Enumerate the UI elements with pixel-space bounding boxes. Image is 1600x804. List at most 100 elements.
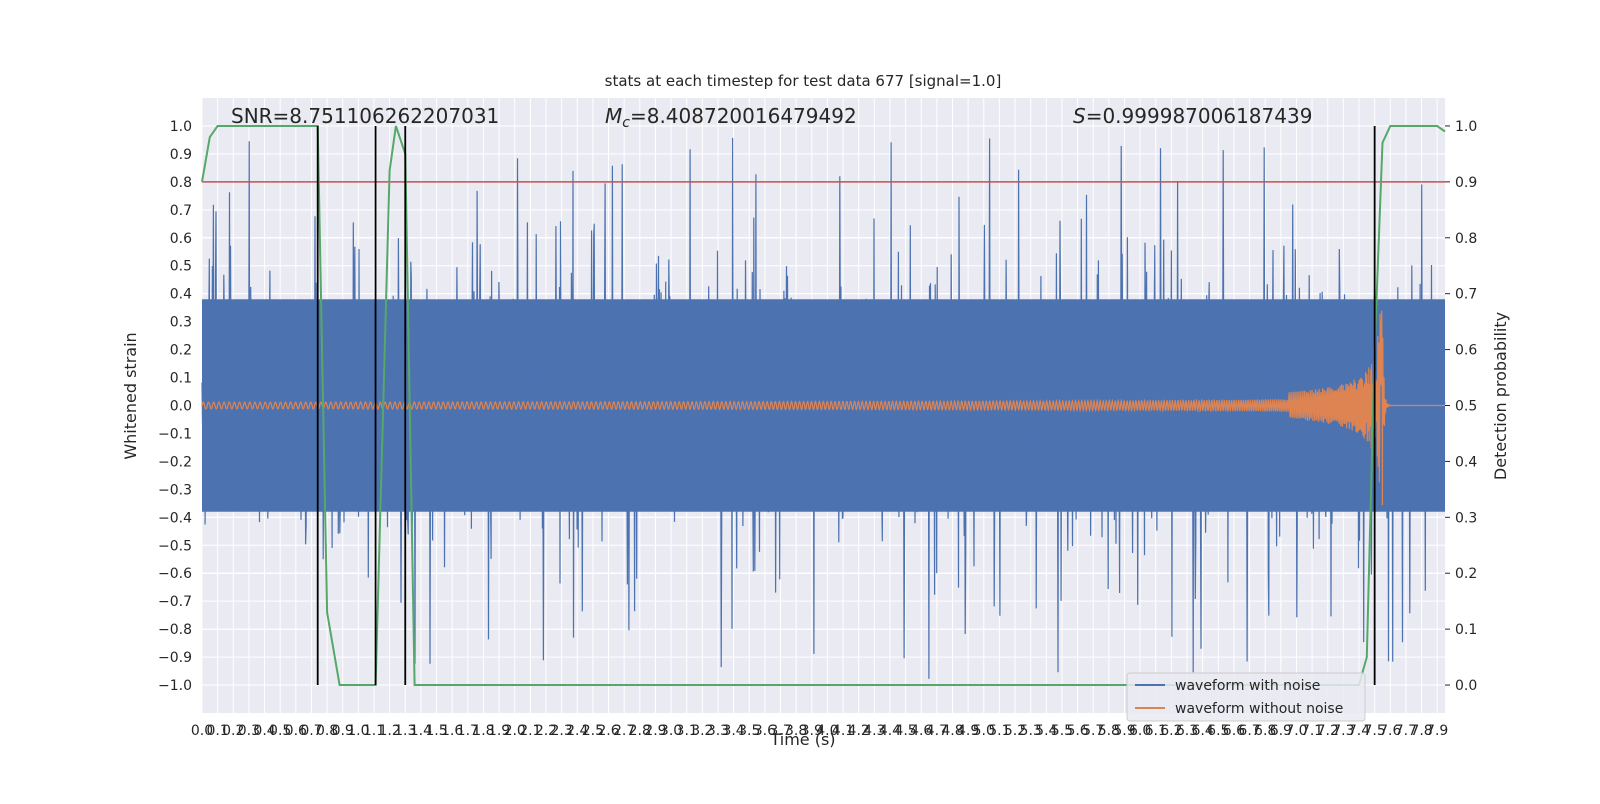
x-tick-label: 2.7 — [613, 723, 635, 739]
x-tick-label: 4.9 — [957, 723, 979, 739]
y2-tick-label: 0.4 — [1455, 454, 1477, 470]
y-tick-label: 0.8 — [170, 175, 192, 191]
x-tick-label: 5.8 — [1098, 723, 1120, 739]
y-axis-left-ticks: −1.0 −0.9 −0.8 −0.7 −0.6 −0.5 −0.4 −0.3 −0.2 −0.1… — [158, 119, 192, 694]
probability-line — [201, 125, 1446, 686]
y-tick-label: 0.5 — [170, 259, 192, 275]
y-tick-label: −0.9 — [158, 650, 192, 666]
noise-trace — [201, 137, 1446, 679]
x-tick-label: 7.4 — [1348, 723, 1370, 739]
x-tick-label: 3.5 — [738, 723, 760, 739]
annotation-chirp-mass: Mc=8.408720016479492 — [605, 104, 857, 131]
x-tick-label: 3.7 — [769, 723, 791, 739]
x-tick-label: 0.2 — [222, 723, 244, 739]
x-tick-label: 7.7 — [1395, 723, 1417, 739]
x-tick-label: 0.9 — [332, 723, 354, 739]
x-axis-label: Time (s) — [769, 730, 835, 749]
x-tick-label: 4.8 — [941, 723, 963, 739]
y-tick-label: −0.6 — [158, 566, 192, 582]
x-tick-label: 3.1 — [676, 723, 698, 739]
x-tick-label: 5.5 — [1051, 723, 1073, 739]
x-tick-label: 5.4 — [1035, 723, 1057, 739]
vertical-markers — [316, 125, 1376, 686]
x-tick-label: 7.9 — [1426, 723, 1448, 739]
x-tick-label: 4.3 — [863, 723, 885, 739]
x-tick-label: 5.3 — [1020, 723, 1042, 739]
x-tick-label: 6.1 — [1145, 723, 1167, 739]
y-tick-label: 0.9 — [170, 147, 192, 163]
series-detection-probability — [201, 125, 1446, 686]
y-tick-label: −0.7 — [158, 594, 192, 610]
y-tick-label: −0.5 — [158, 538, 192, 554]
y-tick-label: 0.6 — [170, 231, 192, 247]
x-tick-label: 7.6 — [1379, 723, 1401, 739]
x-tick-label: 0.1 — [207, 723, 229, 739]
y-tick-label: 0.2 — [170, 343, 192, 359]
x-tick-label: 7.8 — [1410, 723, 1432, 739]
x-tick-label: 3.4 — [722, 723, 744, 739]
y-tick-label: 0.3 — [170, 315, 192, 331]
y-tick-label: 1.0 — [170, 119, 192, 135]
y-tick-label: −0.4 — [158, 510, 192, 526]
x-tick-label: 1.8 — [472, 723, 494, 739]
x-tick-label: 1.6 — [441, 723, 463, 739]
x-tick-label: 5.7 — [1082, 723, 1104, 739]
chirp-mass-symbol: M — [605, 104, 622, 128]
x-tick-label: 5.0 — [973, 723, 995, 739]
y2-tick-label: 0.9 — [1455, 175, 1477, 191]
x-tick-label: 5.2 — [1004, 723, 1026, 739]
x-tick-label: 4.4 — [879, 723, 901, 739]
y2-tick-label: 0.0 — [1455, 678, 1477, 694]
x-tick-label: 6.9 — [1270, 723, 1292, 739]
y2-tick-label: 0.3 — [1455, 510, 1477, 526]
x-tick-label: 7.1 — [1301, 723, 1323, 739]
y2-tick-label: 0.1 — [1455, 622, 1477, 638]
x-tick-label: 2.9 — [644, 723, 666, 739]
s-value: =0.999987006187439 — [1086, 104, 1313, 128]
x-tick-label: 1.3 — [394, 723, 416, 739]
x-tick-label: 3.0 — [660, 723, 682, 739]
y-tick-label: 0.7 — [170, 203, 192, 219]
x-tick-label: 6.8 — [1254, 723, 1276, 739]
x-tick-label: 3.3 — [707, 723, 729, 739]
x-tick-label: 4.7 — [926, 723, 948, 739]
chart-title: stats at each timestep for test data 677… — [605, 72, 1002, 90]
s-symbol: S — [1073, 104, 1086, 128]
x-tick-label: 5.1 — [988, 723, 1010, 739]
x-tick-label: 2.0 — [504, 723, 526, 739]
x-tick-label: 0.3 — [238, 723, 260, 739]
y-tick-label: 0.1 — [170, 371, 192, 387]
x-tick-label: 7.2 — [1317, 723, 1339, 739]
x-tick-label: 2.1 — [519, 723, 541, 739]
y-tick-label: −0.3 — [158, 482, 192, 498]
x-tick-label: 2.6 — [597, 723, 619, 739]
x-tick-label: 6.2 — [1160, 723, 1182, 739]
x-tick-label: 2.5 — [582, 723, 604, 739]
x-tick-label: 6.7 — [1238, 723, 1260, 739]
x-tick-label: 4.6 — [910, 723, 932, 739]
x-tick-label: 2.8 — [629, 723, 651, 739]
x-tick-label: 6.5 — [1207, 723, 1229, 739]
x-tick-label: 2.3 — [550, 723, 572, 739]
y2-tick-label: 1.0 — [1455, 119, 1477, 135]
x-tick-label: 7.3 — [1332, 723, 1354, 739]
y-tick-label: −0.8 — [158, 622, 192, 638]
x-tick-label: 6.0 — [1129, 723, 1151, 739]
legend-label-noise: waveform with noise — [1175, 678, 1320, 694]
x-tick-label: 3.2 — [691, 723, 713, 739]
x-tick-label: 3.9 — [801, 723, 823, 739]
y2-tick-label: 0.8 — [1455, 231, 1477, 247]
legend: waveform with noise waveform without noi… — [1126, 672, 1366, 722]
x-tick-label: 0.8 — [316, 723, 338, 739]
x-tick-label: 0.5 — [269, 723, 291, 739]
x-tick-label: 5.6 — [1066, 723, 1088, 739]
annotation-s: S=0.999987006187439 — [1073, 104, 1312, 128]
y-tick-label: −0.1 — [158, 426, 192, 442]
x-tick-label: 2.2 — [535, 723, 557, 739]
y-tick-label: 0.4 — [170, 287, 192, 303]
x-tick-label: 1.0 — [347, 723, 369, 739]
x-tick-label: 6.6 — [1223, 723, 1245, 739]
x-tick-label: 6.3 — [1176, 723, 1198, 739]
y-axis-label-left: Whitened strain — [121, 332, 140, 459]
